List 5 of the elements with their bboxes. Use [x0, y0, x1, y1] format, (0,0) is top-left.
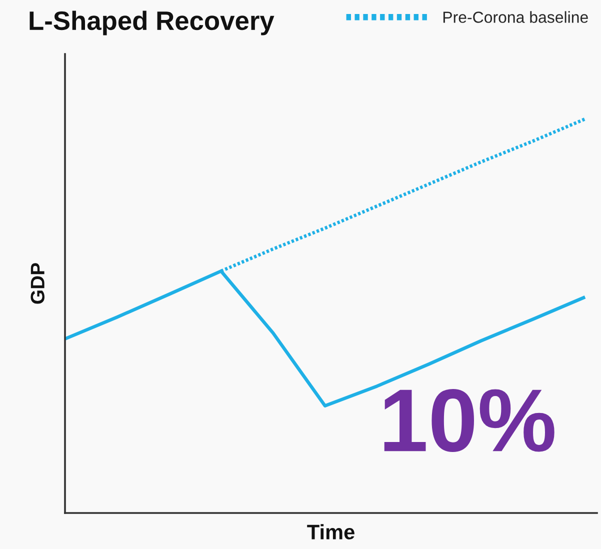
x-axis-title: Time [307, 524, 354, 540]
chart-title: L-Shaped Recovery [30, 10, 274, 36]
text: Pre-Corona baseline [443, 11, 588, 23]
annotation: 10% [384, 389, 554, 452]
y-axis-title: GDP [30, 263, 44, 304]
